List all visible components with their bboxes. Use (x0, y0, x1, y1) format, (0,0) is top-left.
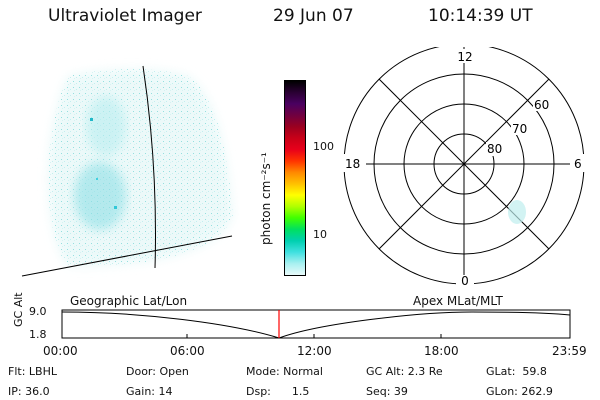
timeline-xtick-2359: 23:59 (552, 344, 587, 358)
polar-emission (508, 200, 526, 224)
geographic-image (21, 65, 234, 277)
timeline-ytick-top: 9.0 (29, 305, 47, 318)
timeline-xtick-1200: 12:00 (297, 344, 332, 358)
timeline-xtick-0000: 00:00 (43, 344, 78, 358)
timeline-ytick-bottom: 1.8 (29, 328, 47, 341)
filter-readout: Flt: LBHL (8, 365, 57, 378)
ip-readout: IP: 36.0 (8, 385, 50, 398)
seq-readout: Seq: 39 (366, 385, 408, 398)
timeline-left-title: Geographic Lat/Lon (70, 294, 188, 308)
timeline-ylabel: GC Alt (12, 292, 25, 327)
mlt-label-12: 12 (457, 50, 472, 64)
lat-label-70: 70 (512, 122, 527, 136)
mode-readout: Mode: Normal (246, 365, 323, 378)
gain-readout: Gain: 14 (126, 385, 173, 398)
timeline-xtick-0600: 06:00 (170, 344, 205, 358)
parallel-line (21, 235, 233, 277)
altitude-timeline (61, 309, 571, 339)
colorbar-tick-100: 100 (313, 140, 334, 153)
timeline-frame (61, 309, 571, 339)
mlt-label-0: 0 (461, 274, 469, 287)
door-readout: Door: Open (126, 365, 189, 378)
meridian-line (142, 65, 156, 269)
aurora-emission (48, 69, 234, 267)
timeline-xtick-1800: 18:00 (424, 344, 459, 358)
polar-diagonal-2 (378, 78, 550, 250)
instrument-title: Ultraviolet Imager (48, 6, 202, 26)
colorbar-tick-10: 10 (313, 228, 327, 241)
mlt-label-6: 6 (574, 157, 582, 171)
dsp-readout: Dsp: 1.5 (246, 385, 310, 398)
glat-readout: GLat: 59.8 (486, 365, 547, 378)
colorbar-label: photon cm⁻²s⁻¹ (259, 152, 273, 245)
glon-readout: GLon: 262.9 (486, 385, 553, 398)
timeline-right-title: Apex MLat/MLT (413, 294, 503, 308)
polar-plot: 12 18 6 0 60 70 80 (340, 47, 590, 287)
date-label: 29 Jun 07 (273, 6, 354, 26)
mlt-label-18: 18 (345, 157, 360, 171)
lat-label-80: 80 (487, 142, 502, 156)
lat-label-60: 60 (534, 98, 549, 112)
gc-alt-readout: GC Alt: 2.3 Re (366, 365, 443, 378)
time-label: 10:14:39 UT (428, 6, 533, 26)
colorbar (284, 80, 306, 276)
altitude-curve (61, 311, 571, 339)
